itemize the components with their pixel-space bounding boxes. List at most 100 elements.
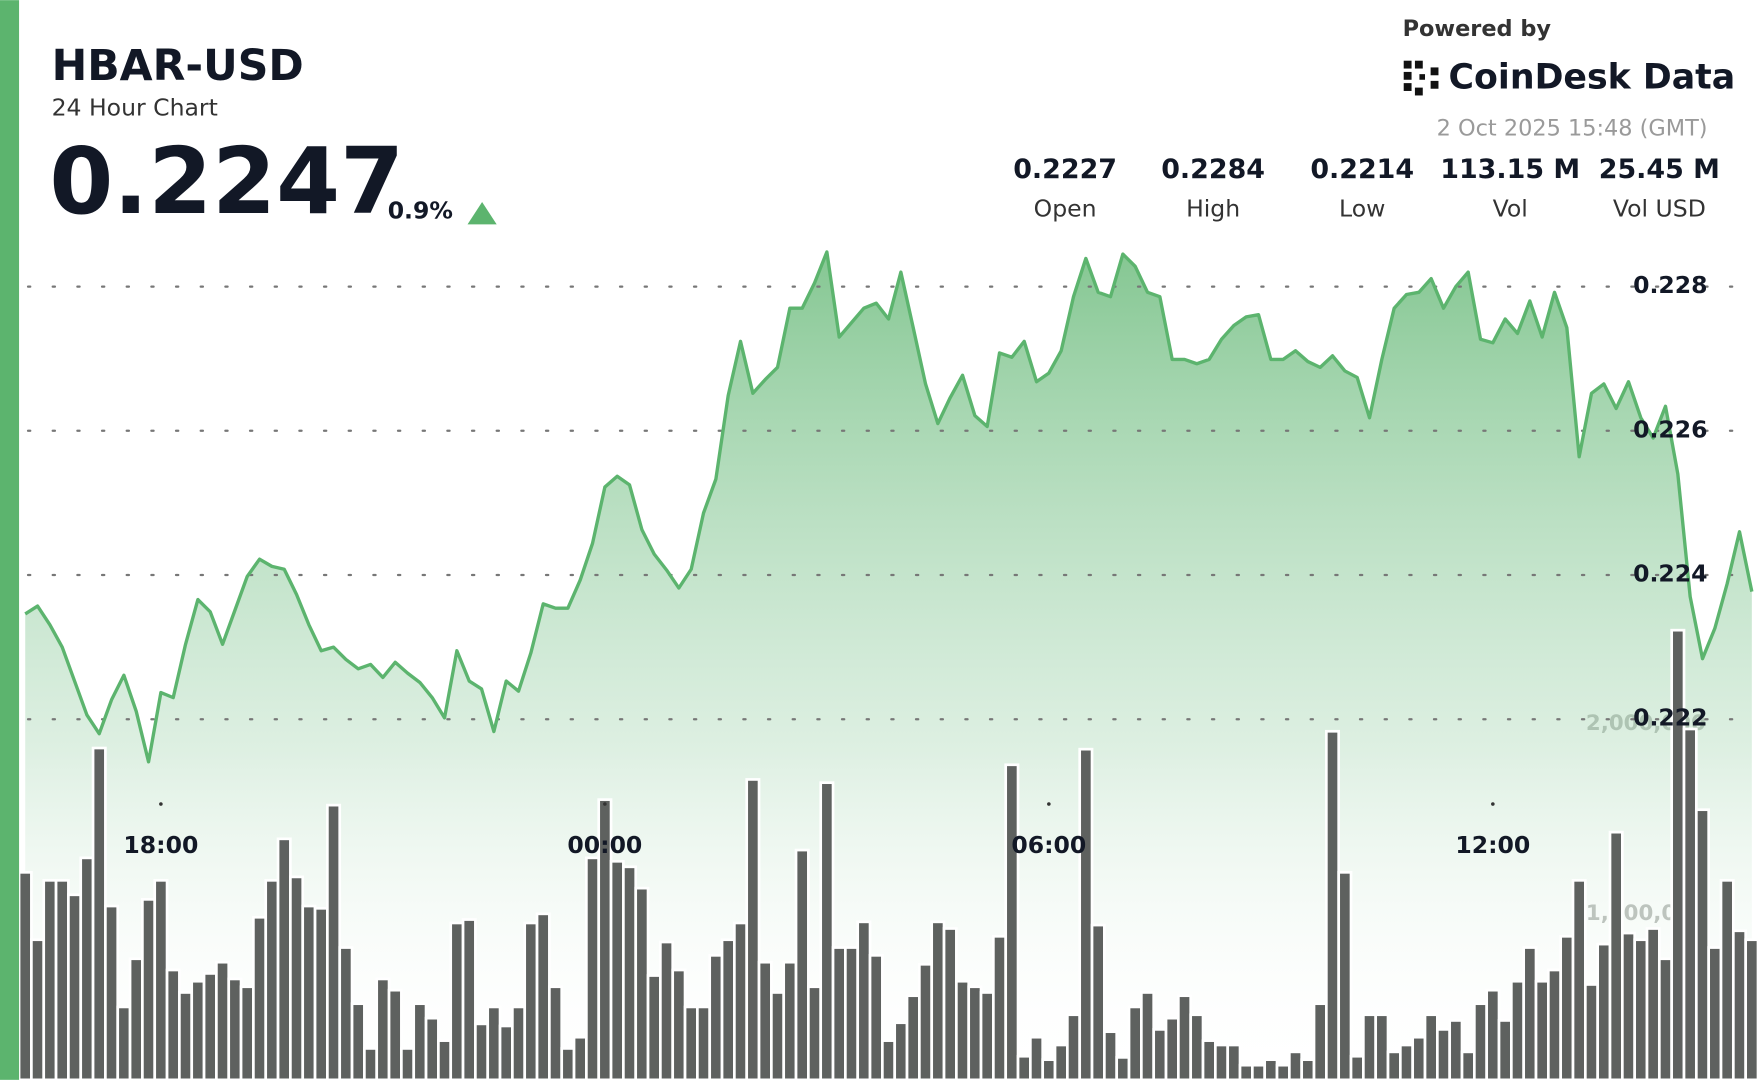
volume-bar bbox=[1053, 1043, 1069, 1080]
volume-bar bbox=[1620, 931, 1637, 1080]
volume-bar bbox=[17, 870, 33, 1080]
volume-bar bbox=[1460, 1050, 1476, 1080]
plot: 1,000,0002,000,0000.2220.2240.2260.22818… bbox=[17, 250, 1758, 1080]
volume-bar bbox=[1645, 927, 1661, 1080]
volume-bar bbox=[782, 960, 798, 1080]
volume-bar bbox=[165, 968, 181, 1080]
volume-bar bbox=[474, 1022, 490, 1080]
volume-bar bbox=[1386, 1050, 1402, 1080]
volume-bar bbox=[128, 957, 144, 1080]
chart-subtitle: 24 Hour Chart bbox=[52, 93, 218, 121]
volume-bar bbox=[91, 746, 107, 1080]
volume-bar bbox=[1559, 934, 1575, 1080]
volume-bar bbox=[178, 991, 194, 1080]
volume-bar bbox=[548, 985, 564, 1080]
stat-value: 25.45 M bbox=[1599, 154, 1720, 185]
volume-bar bbox=[683, 1005, 699, 1080]
volume-bar bbox=[400, 1047, 416, 1080]
volume-bar bbox=[1596, 942, 1612, 1080]
volume-bar bbox=[1509, 979, 1526, 1080]
volume-bar bbox=[202, 972, 218, 1080]
volume-bar bbox=[1472, 1002, 1489, 1080]
y-tick-label: 0.222 bbox=[1633, 704, 1707, 732]
volume-bar bbox=[918, 962, 934, 1080]
volume-bar bbox=[622, 865, 638, 1080]
volume-bar bbox=[54, 878, 70, 1080]
volume-bar bbox=[239, 985, 255, 1080]
volume-bar bbox=[757, 960, 773, 1080]
volume-bar bbox=[116, 1005, 132, 1080]
volume-bar bbox=[1435, 1028, 1452, 1080]
volume-bar bbox=[511, 1005, 527, 1080]
x-tick-mark bbox=[603, 802, 607, 806]
volume-bar bbox=[893, 1021, 909, 1080]
volume-bar bbox=[313, 906, 329, 1080]
volume-bar bbox=[1238, 1063, 1254, 1080]
volume-bar bbox=[1127, 1005, 1143, 1080]
volume-bar bbox=[831, 946, 847, 1080]
volume-bar bbox=[868, 953, 884, 1080]
volume-bar bbox=[1362, 1013, 1378, 1080]
stat-value: 0.2284 bbox=[1161, 154, 1265, 185]
volume-bar bbox=[671, 968, 687, 1080]
volume-bar bbox=[708, 953, 724, 1080]
volume-bar bbox=[1177, 994, 1193, 1080]
volume-bar bbox=[1633, 938, 1649, 1080]
volume-bar bbox=[424, 1016, 440, 1080]
volume-bar bbox=[252, 915, 268, 1080]
volume-bar bbox=[609, 859, 625, 1080]
volume-bar bbox=[1583, 983, 1600, 1080]
x-tick-label: 18:00 bbox=[123, 831, 198, 859]
volume-bar bbox=[1707, 946, 1723, 1080]
volume-bar bbox=[1090, 923, 1106, 1080]
volume-bar bbox=[1152, 1028, 1168, 1080]
volume-bar bbox=[1288, 1050, 1304, 1080]
volume-bar bbox=[1300, 1058, 1316, 1080]
volume-bar bbox=[1214, 1043, 1230, 1080]
volume-bar bbox=[930, 920, 946, 1080]
volume-bar bbox=[523, 921, 539, 1080]
x-tick-label: 06:00 bbox=[1011, 831, 1086, 859]
volume-bar bbox=[79, 856, 95, 1080]
volume-bar bbox=[807, 985, 823, 1080]
volume-bar bbox=[190, 979, 206, 1080]
y-tick-label: 0.226 bbox=[1633, 415, 1707, 443]
volume-bar bbox=[979, 991, 995, 1080]
volume-bar bbox=[720, 938, 736, 1080]
volume-bar bbox=[301, 904, 317, 1080]
volume-bar bbox=[412, 1002, 428, 1080]
volume-bar bbox=[1534, 979, 1550, 1080]
volume-bar bbox=[1325, 729, 1341, 1080]
volume-bar bbox=[1485, 988, 1501, 1080]
volume-bar bbox=[1066, 1013, 1082, 1080]
volume-bar bbox=[1411, 1035, 1427, 1080]
volume-bar bbox=[1312, 1002, 1328, 1080]
x-tick-mark bbox=[1047, 802, 1051, 806]
volume-bar bbox=[153, 878, 169, 1080]
volume-bar bbox=[67, 893, 83, 1080]
price: 0.2247 bbox=[49, 128, 404, 235]
volume-bar bbox=[437, 1039, 453, 1080]
volume-bar bbox=[375, 977, 391, 1080]
powered-by: Powered by bbox=[1403, 16, 1552, 42]
volume-bar bbox=[696, 1005, 712, 1080]
volume-bar bbox=[141, 898, 157, 1080]
volume-bar bbox=[350, 1002, 366, 1080]
volume-bar bbox=[1608, 830, 1624, 1080]
volume-bar bbox=[745, 778, 761, 1080]
volume-bar bbox=[1275, 1063, 1291, 1080]
stat-value: 113.15 M bbox=[1440, 154, 1580, 185]
brand-logo bbox=[1403, 60, 1439, 96]
stat-label: Vol bbox=[1493, 194, 1528, 222]
volume-bar bbox=[1226, 1043, 1242, 1080]
volume-bar bbox=[1189, 1013, 1205, 1080]
volume-bar bbox=[1115, 1056, 1131, 1080]
volume-bar bbox=[1374, 1013, 1390, 1080]
volume-bar bbox=[770, 991, 786, 1080]
volume-bar bbox=[560, 1047, 576, 1080]
timestamp: 2 Oct 2025 15:48 (GMT) bbox=[1437, 116, 1708, 142]
volume-bar bbox=[646, 974, 662, 1080]
volume-bar bbox=[1337, 870, 1353, 1080]
x-tick-label: 12:00 bbox=[1455, 831, 1530, 859]
